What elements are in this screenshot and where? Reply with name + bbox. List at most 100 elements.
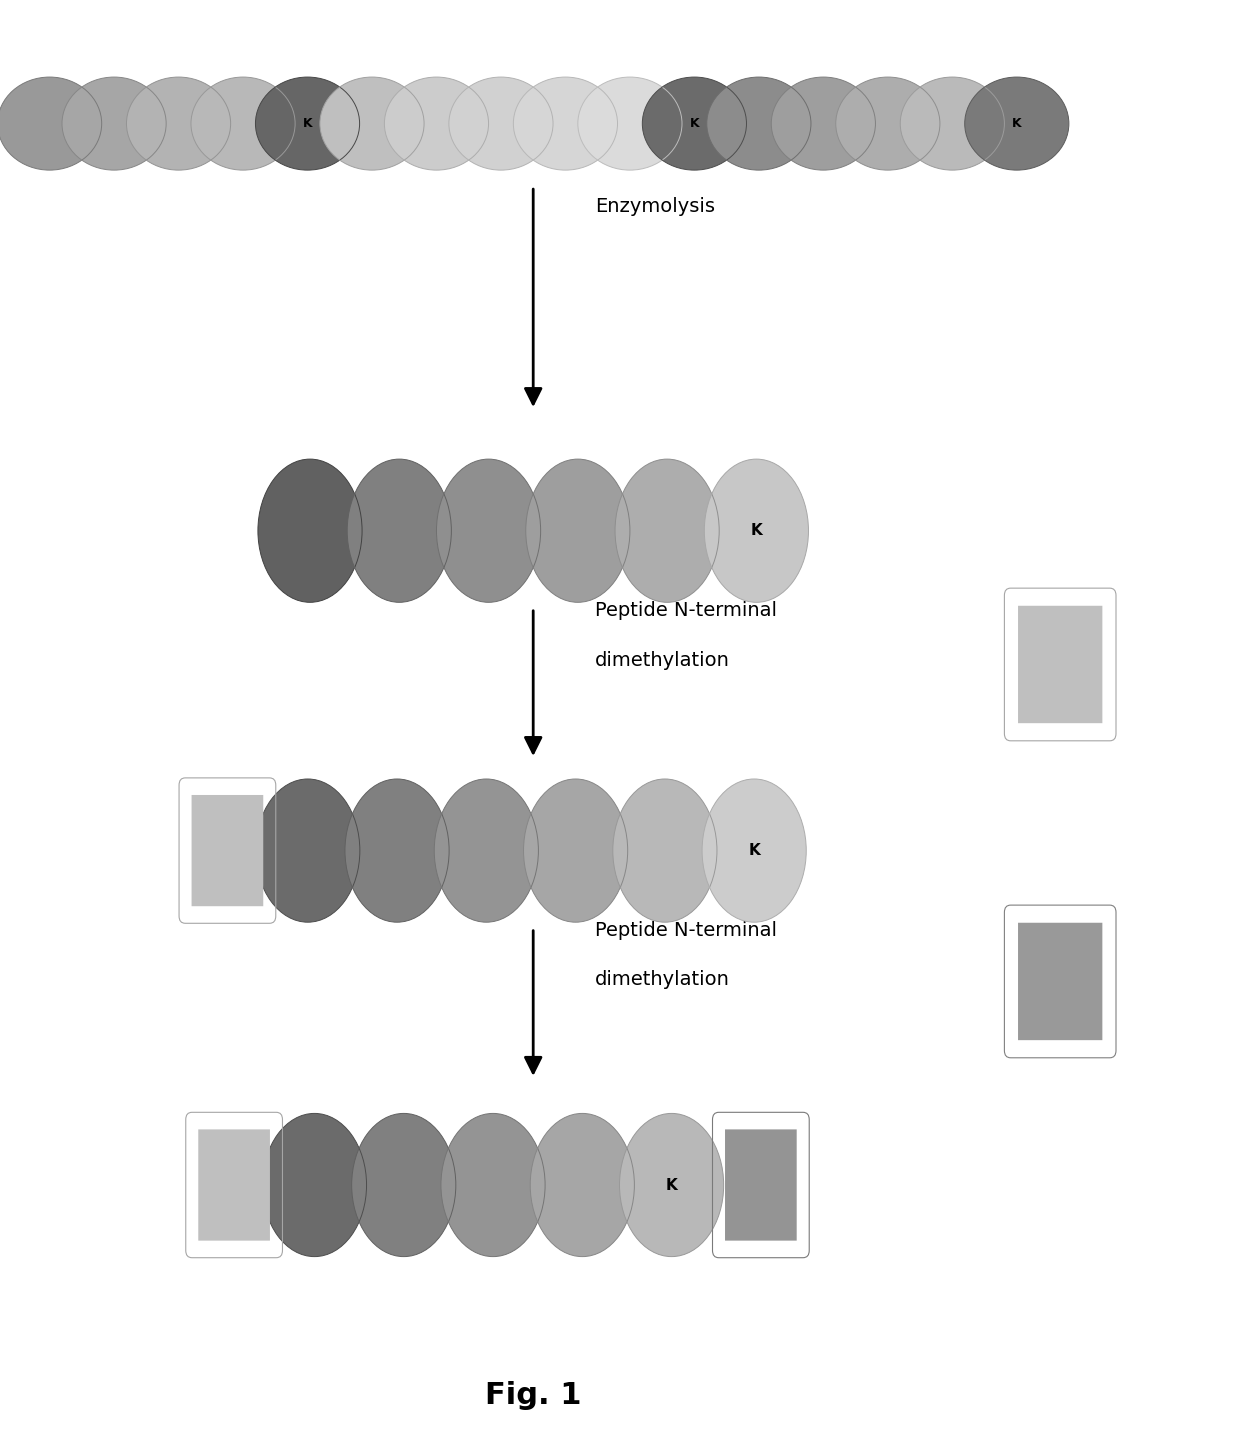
Ellipse shape <box>681 1159 691 1173</box>
Ellipse shape <box>461 1128 534 1229</box>
Ellipse shape <box>760 822 775 843</box>
FancyBboxPatch shape <box>735 1136 792 1224</box>
Ellipse shape <box>82 87 155 153</box>
Ellipse shape <box>733 92 795 147</box>
Ellipse shape <box>278 89 346 150</box>
Ellipse shape <box>455 80 549 164</box>
Ellipse shape <box>405 1153 427 1182</box>
Ellipse shape <box>1017 105 1038 124</box>
Ellipse shape <box>813 100 851 132</box>
Ellipse shape <box>650 807 697 871</box>
Ellipse shape <box>386 808 428 867</box>
Ellipse shape <box>952 105 973 124</box>
Ellipse shape <box>962 111 967 115</box>
Ellipse shape <box>588 83 676 161</box>
FancyBboxPatch shape <box>224 1144 260 1200</box>
Ellipse shape <box>357 467 446 589</box>
Ellipse shape <box>305 494 336 537</box>
FancyBboxPatch shape <box>765 1152 782 1179</box>
FancyBboxPatch shape <box>216 808 254 869</box>
Ellipse shape <box>539 92 601 147</box>
Ellipse shape <box>17 87 91 153</box>
Ellipse shape <box>568 1141 614 1205</box>
Ellipse shape <box>291 96 339 138</box>
Ellipse shape <box>836 77 940 170</box>
Ellipse shape <box>751 494 782 537</box>
Ellipse shape <box>372 800 434 885</box>
Ellipse shape <box>182 106 197 121</box>
Ellipse shape <box>553 480 615 566</box>
Ellipse shape <box>262 461 361 598</box>
Ellipse shape <box>37 97 78 135</box>
Ellipse shape <box>673 1153 694 1182</box>
Ellipse shape <box>755 497 781 532</box>
Ellipse shape <box>98 96 145 138</box>
Ellipse shape <box>498 1156 515 1178</box>
Ellipse shape <box>942 100 980 132</box>
Ellipse shape <box>372 1128 445 1229</box>
FancyBboxPatch shape <box>203 1133 268 1233</box>
Ellipse shape <box>62 77 166 170</box>
Ellipse shape <box>203 84 288 158</box>
Ellipse shape <box>546 474 619 574</box>
Ellipse shape <box>273 1121 361 1243</box>
Ellipse shape <box>932 95 985 141</box>
Ellipse shape <box>485 96 532 138</box>
Ellipse shape <box>704 111 709 115</box>
Ellipse shape <box>556 100 593 132</box>
Ellipse shape <box>578 819 599 848</box>
Ellipse shape <box>501 507 506 513</box>
Ellipse shape <box>662 494 693 537</box>
FancyBboxPatch shape <box>733 1134 794 1229</box>
Ellipse shape <box>667 1149 698 1191</box>
Ellipse shape <box>293 1136 350 1214</box>
Ellipse shape <box>371 477 439 570</box>
FancyBboxPatch shape <box>236 1150 257 1184</box>
Ellipse shape <box>634 794 706 894</box>
Ellipse shape <box>243 105 264 124</box>
Ellipse shape <box>378 109 389 118</box>
Ellipse shape <box>378 1134 441 1220</box>
Ellipse shape <box>394 494 425 537</box>
FancyBboxPatch shape <box>775 1157 779 1163</box>
Ellipse shape <box>551 800 613 885</box>
Ellipse shape <box>360 97 401 135</box>
Ellipse shape <box>384 487 432 551</box>
Ellipse shape <box>846 83 934 161</box>
Ellipse shape <box>667 819 688 848</box>
Ellipse shape <box>594 86 672 156</box>
Ellipse shape <box>517 79 615 167</box>
Ellipse shape <box>197 80 291 164</box>
FancyBboxPatch shape <box>754 1146 786 1195</box>
Ellipse shape <box>474 487 521 551</box>
Ellipse shape <box>711 79 808 167</box>
Ellipse shape <box>487 497 513 532</box>
Ellipse shape <box>255 779 360 922</box>
Ellipse shape <box>882 102 913 129</box>
Text: Peptide N-terminal: Peptide N-terminal <box>595 920 777 941</box>
Ellipse shape <box>616 781 715 917</box>
Ellipse shape <box>402 499 422 528</box>
FancyBboxPatch shape <box>759 1149 785 1188</box>
Ellipse shape <box>290 804 342 875</box>
Ellipse shape <box>345 779 449 922</box>
Ellipse shape <box>471 1136 528 1214</box>
Ellipse shape <box>433 103 459 126</box>
Ellipse shape <box>465 1131 532 1224</box>
FancyBboxPatch shape <box>730 1133 795 1233</box>
Ellipse shape <box>314 822 329 843</box>
Ellipse shape <box>479 811 515 862</box>
FancyBboxPatch shape <box>1071 632 1084 650</box>
Ellipse shape <box>408 505 419 519</box>
FancyBboxPatch shape <box>1024 926 1100 1031</box>
Ellipse shape <box>263 1114 367 1256</box>
FancyBboxPatch shape <box>1064 630 1086 659</box>
Ellipse shape <box>7 83 95 161</box>
FancyBboxPatch shape <box>1055 624 1089 672</box>
FancyBboxPatch shape <box>740 1138 791 1216</box>
FancyBboxPatch shape <box>195 797 263 901</box>
Ellipse shape <box>479 1141 525 1205</box>
Ellipse shape <box>263 784 356 913</box>
Ellipse shape <box>50 105 71 124</box>
Ellipse shape <box>640 800 702 885</box>
